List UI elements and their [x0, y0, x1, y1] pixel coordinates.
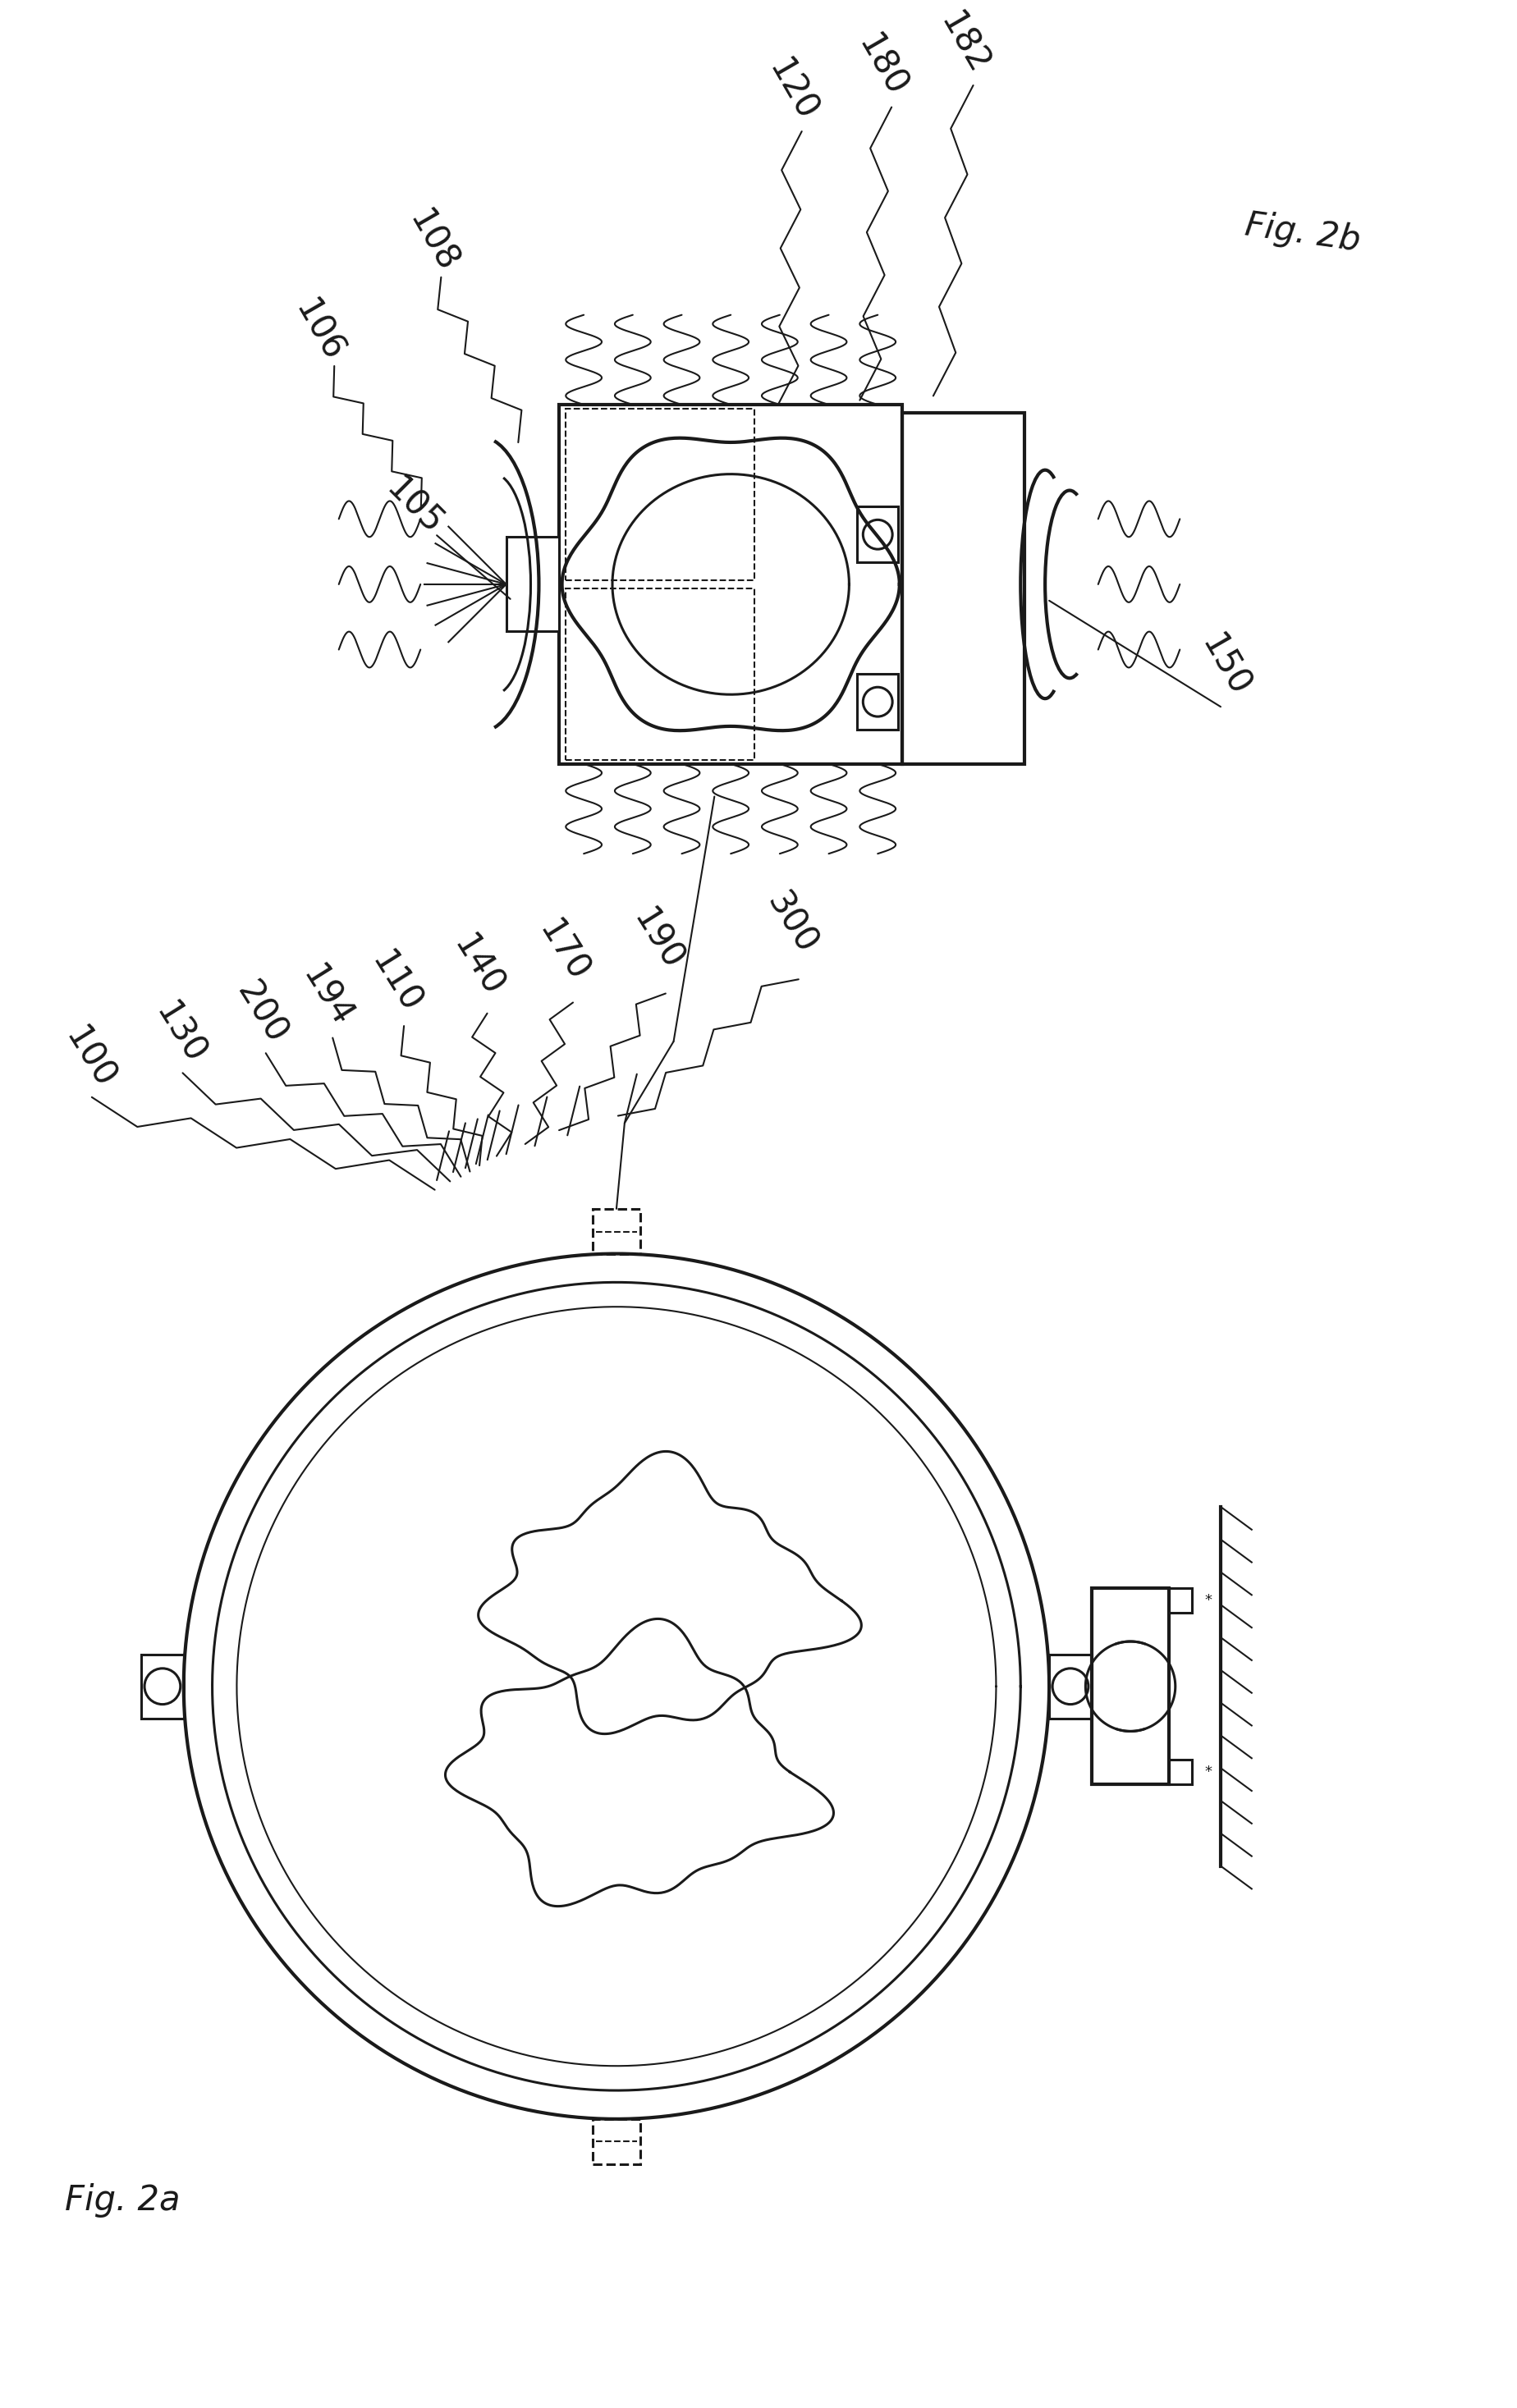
Text: 180: 180: [850, 29, 913, 104]
Text: 120: 120: [760, 53, 822, 128]
Bar: [1168, 1589, 1191, 1613]
Text: 170: 170: [531, 915, 595, 987]
Text: *: *: [1204, 1594, 1212, 1609]
Text: 106: 106: [287, 294, 349, 368]
Bar: [141, 1654, 184, 1719]
Text: *: *: [1204, 1765, 1212, 1780]
Bar: [857, 674, 898, 730]
Text: 194: 194: [294, 961, 358, 1033]
Bar: [558, 405, 901, 763]
Bar: [1048, 1654, 1091, 1719]
Text: Fig. 2b: Fig. 2b: [1242, 207, 1361, 258]
Text: 140: 140: [446, 929, 510, 1004]
Text: 182: 182: [931, 7, 994, 82]
Bar: [857, 506, 898, 561]
Bar: [566, 409, 754, 580]
Text: Fig. 2a: Fig. 2a: [65, 2184, 181, 2218]
Circle shape: [863, 520, 892, 549]
Bar: [1168, 1760, 1191, 1784]
Text: 200: 200: [229, 975, 293, 1050]
Text: 150: 150: [1192, 628, 1255, 703]
Text: 105: 105: [378, 472, 449, 542]
Circle shape: [863, 686, 892, 718]
Bar: [593, 1209, 640, 1255]
Circle shape: [1051, 1669, 1088, 1705]
Text: 108: 108: [400, 205, 464, 279]
Text: 130: 130: [147, 997, 211, 1069]
Circle shape: [144, 1669, 181, 1705]
Bar: [901, 412, 1024, 763]
Text: 190: 190: [625, 903, 689, 975]
Text: 100: 100: [58, 1021, 121, 1096]
Bar: [566, 588, 754, 761]
Text: 300: 300: [760, 886, 824, 961]
Bar: [593, 2119, 640, 2165]
Bar: [1091, 1589, 1168, 1784]
Text: 110: 110: [364, 946, 428, 1019]
Bar: [507, 537, 558, 631]
